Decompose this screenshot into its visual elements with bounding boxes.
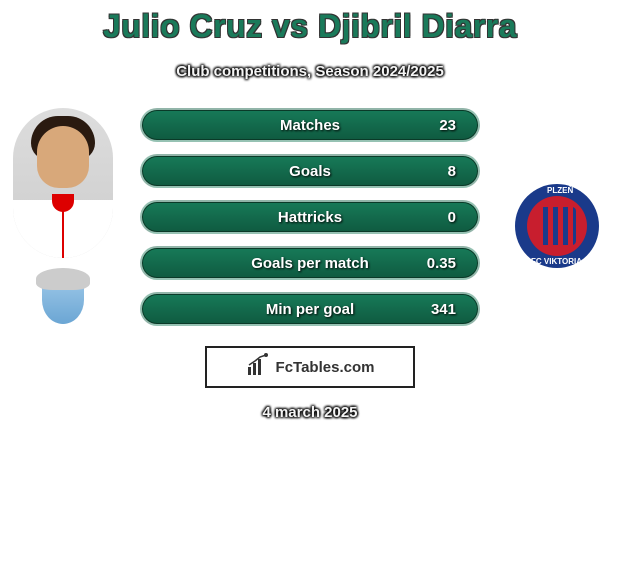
stat-value: 0.35 [412, 255, 456, 272]
left-player-column [8, 108, 118, 330]
player2-club-badge: PLZEŇ FC VIKTORIA [515, 184, 599, 268]
fctables-label: FcTables.com [276, 359, 375, 376]
player2-photo-placeholder [509, 108, 605, 144]
stat-label: Min per goal [164, 301, 412, 318]
stat-row-hattricks: Hattricks 0 [140, 200, 480, 234]
stat-label: Goals [164, 163, 412, 180]
stat-value: 8 [412, 163, 456, 180]
stat-label: Matches [164, 117, 412, 134]
comparison-content: PLZEŇ FC VIKTORIA Matches 23 Goals 8 Hat… [0, 108, 620, 421]
stat-label: Hattricks [164, 209, 412, 226]
player1-club-badge [15, 270, 111, 330]
stat-value: 23 [412, 117, 456, 134]
stat-value: 341 [412, 301, 456, 318]
stat-row-matches: Matches 23 [140, 108, 480, 142]
right-player-column: PLZEŇ FC VIKTORIA [502, 108, 612, 268]
date-line: 4 march 2025 [0, 404, 620, 421]
subtitle: Club competitions, Season 2024/2025 [0, 63, 620, 80]
stat-row-goals: Goals 8 [140, 154, 480, 188]
stat-label: Goals per match [164, 255, 412, 272]
page-title: Julio Cruz vs Djibril Diarra [0, 0, 620, 45]
stat-row-goals-per-match: Goals per match 0.35 [140, 246, 480, 280]
stat-row-min-per-goal: Min per goal 341 [140, 292, 480, 326]
stat-value: 0 [412, 209, 456, 226]
fctables-logo-icon [246, 353, 270, 382]
fctables-attribution[interactable]: FcTables.com [205, 346, 415, 388]
player1-photo [13, 108, 113, 258]
stats-list: Matches 23 Goals 8 Hattricks 0 Goals per… [140, 108, 480, 326]
